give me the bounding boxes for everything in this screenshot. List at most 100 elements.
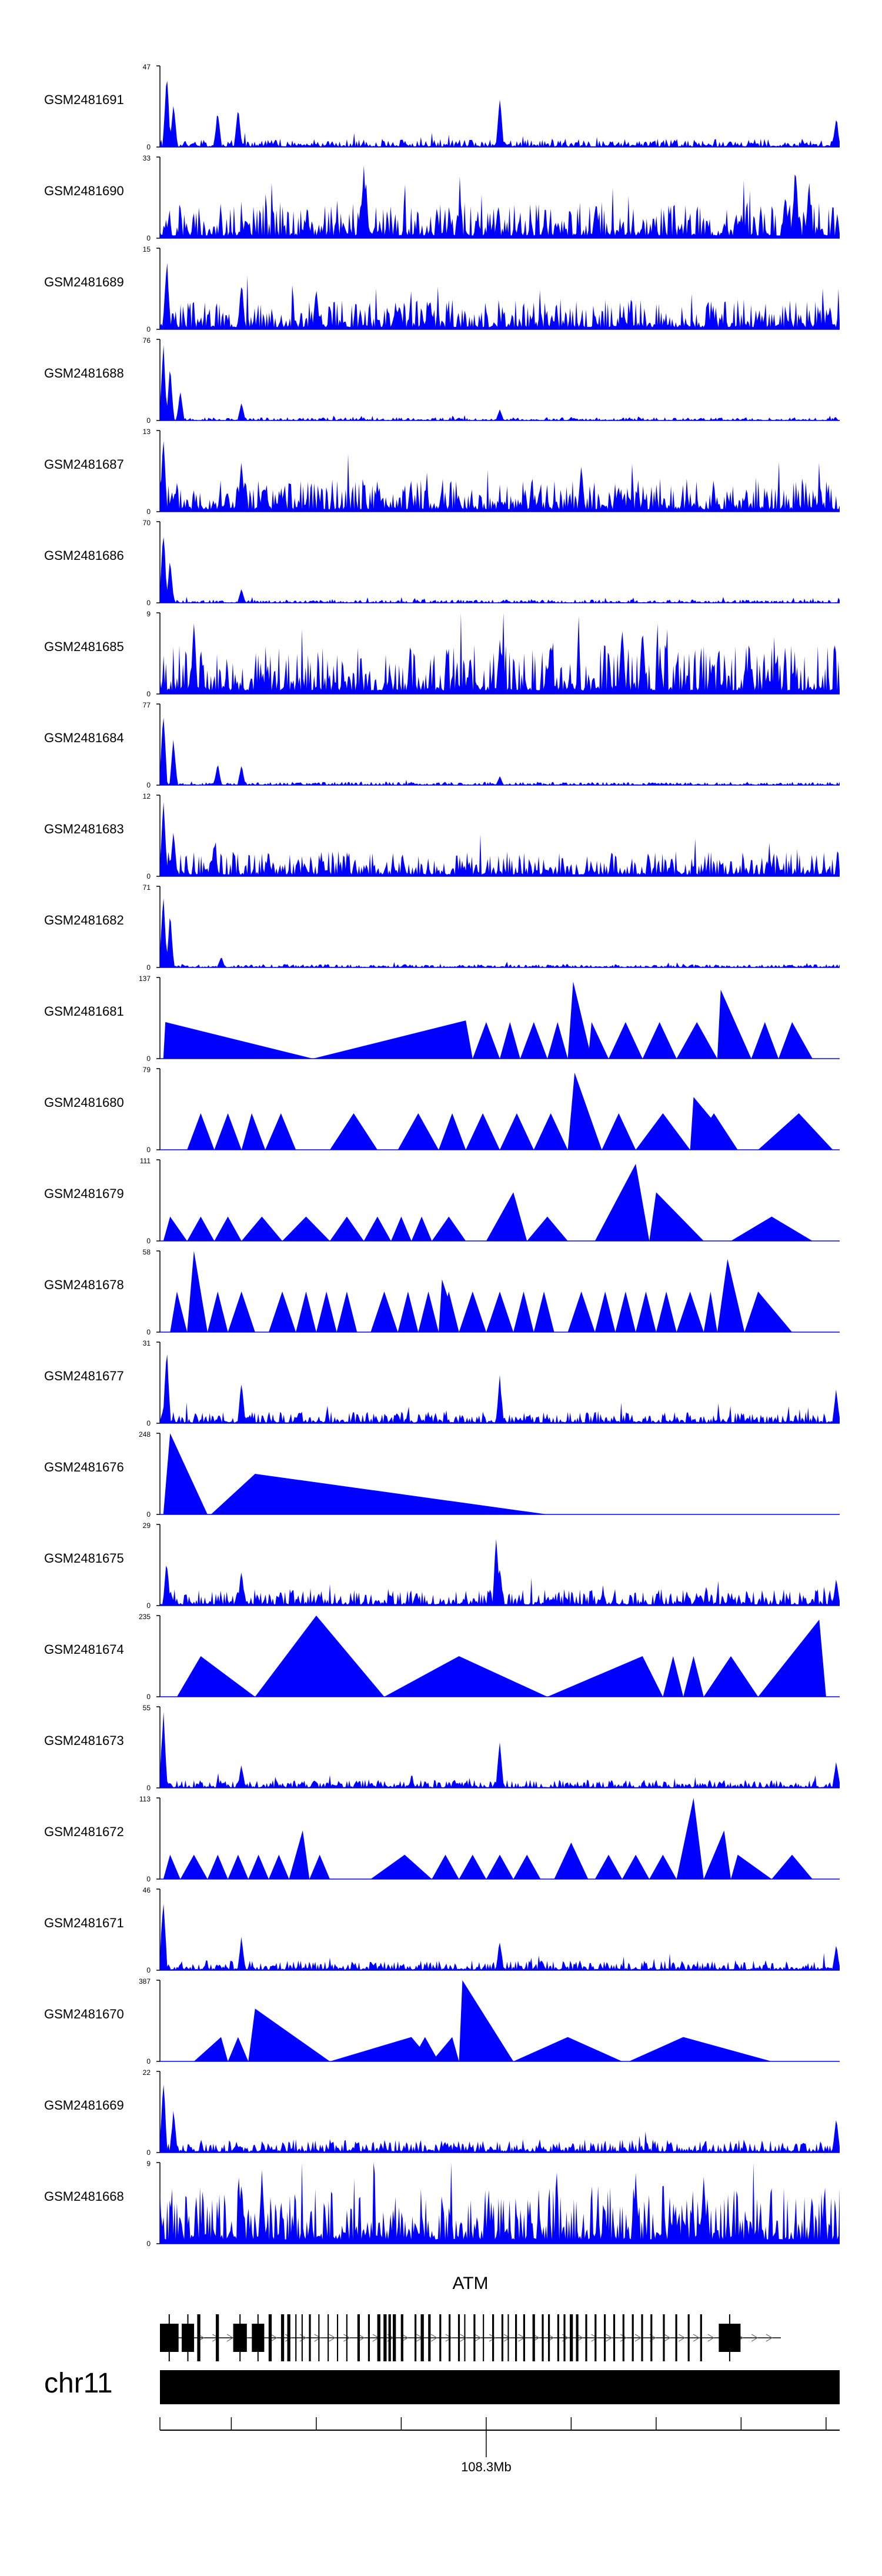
track-GSM2481676: GSM2481676 248 0 bbox=[44, 1430, 840, 1519]
track-GSM2481671: GSM2481671 46 0 bbox=[44, 1886, 840, 1974]
y-max-label: 29 bbox=[143, 1521, 151, 1530]
coverage-peak bbox=[649, 1192, 704, 1241]
coverage-peak bbox=[676, 1292, 704, 1332]
coverage-peak bbox=[594, 1292, 616, 1332]
coverage-peak bbox=[779, 1022, 813, 1059]
gene-exon bbox=[542, 2314, 544, 2361]
gene-exon bbox=[729, 2314, 730, 2361]
track-name-label: GSM2481672 bbox=[44, 1824, 124, 1839]
coverage-peak bbox=[363, 1216, 391, 1241]
y-max-label: 111 bbox=[140, 1157, 151, 1165]
coverage-peak bbox=[486, 1854, 514, 1879]
y-min-label: 0 bbox=[146, 1328, 151, 1336]
gene-exon bbox=[428, 2314, 431, 2361]
strand-arrow bbox=[460, 2334, 467, 2342]
track-name-label: GSM2481689 bbox=[44, 275, 124, 289]
strand-arrow bbox=[693, 2334, 700, 2342]
coverage-peak bbox=[594, 1854, 623, 1879]
track-GSM2481670: GSM2481670 387 0 bbox=[44, 1977, 840, 2066]
gene-track: ATM bbox=[160, 2274, 781, 2361]
strand-arrow bbox=[226, 2334, 234, 2342]
coverage-peak bbox=[411, 1216, 432, 1241]
gene-exon bbox=[309, 2314, 311, 2361]
y-min-label: 0 bbox=[146, 599, 151, 607]
gene-exon bbox=[257, 2314, 259, 2361]
coverage-peak bbox=[432, 2037, 459, 2061]
y-max-label: 235 bbox=[139, 1613, 151, 1621]
y-max-label: 248 bbox=[139, 1430, 151, 1439]
track-name-label: GSM2481668 bbox=[44, 2189, 124, 2204]
y-min-label: 0 bbox=[146, 690, 151, 698]
coverage-peak bbox=[690, 1097, 738, 1150]
coverage-peak bbox=[180, 1854, 208, 1879]
track-GSM2481673: GSM2481673 55 0 bbox=[44, 1704, 840, 1792]
track-name-label: GSM2481685 bbox=[44, 639, 124, 654]
coverage-peak bbox=[228, 1854, 249, 1879]
coverage-peak bbox=[248, 1854, 269, 1879]
track-name-label: GSM2481682 bbox=[44, 913, 124, 927]
strand-arrow bbox=[591, 2334, 598, 2342]
coverage-peak bbox=[567, 981, 592, 1059]
coverage-peak bbox=[731, 1854, 772, 1879]
y-min-label: 0 bbox=[146, 781, 151, 789]
coverage-area bbox=[160, 718, 840, 785]
strand-arrow bbox=[620, 2334, 627, 2342]
coverage-peak bbox=[547, 1022, 568, 1059]
y-max-label: 47 bbox=[143, 63, 151, 71]
gene-model bbox=[160, 2314, 781, 2361]
strand-arrow bbox=[679, 2334, 686, 2342]
gene-exon bbox=[473, 2314, 476, 2361]
track-GSM2481669: GSM2481669 22 0 bbox=[44, 2068, 840, 2157]
gene-exon bbox=[328, 2314, 329, 2361]
coverage-peak bbox=[486, 1292, 514, 1332]
y-max-label: 22 bbox=[143, 2068, 151, 2077]
coverage-peak bbox=[163, 1854, 181, 1879]
coverage-peak bbox=[758, 1619, 826, 1697]
coverage-peak bbox=[248, 2008, 330, 2061]
strand-arrow bbox=[766, 2334, 773, 2342]
y-min-label: 0 bbox=[146, 1875, 151, 1883]
y-max-label: 387 bbox=[139, 1977, 151, 1986]
coverage-peak bbox=[642, 1022, 677, 1059]
coverage-peak bbox=[615, 1292, 636, 1332]
coverage-peak bbox=[211, 1474, 547, 1514]
strand-arrow bbox=[358, 2334, 365, 2342]
y-max-label: 70 bbox=[143, 519, 151, 527]
strand-arrow bbox=[343, 2334, 350, 2342]
gene-exon bbox=[501, 2314, 503, 2361]
track-name-label: GSM2481673 bbox=[44, 1733, 124, 1748]
coverage-peak bbox=[602, 1113, 636, 1150]
y-max-label: 137 bbox=[139, 975, 151, 983]
y-min-label: 0 bbox=[146, 2240, 151, 2248]
coverage-area bbox=[160, 2084, 840, 2153]
coverage-peak bbox=[533, 1113, 568, 1150]
coverage-peak bbox=[459, 1292, 486, 1332]
track-name-label: GSM2481671 bbox=[44, 1916, 124, 1930]
track-GSM2481687: GSM2481687 13 0 bbox=[44, 428, 840, 516]
track-GSM2481691: GSM2481691 47 0 bbox=[44, 63, 840, 151]
chromosome-label: chr11 bbox=[44, 2368, 113, 2399]
gene-exon bbox=[570, 2314, 573, 2361]
coverage-peak bbox=[214, 1216, 242, 1241]
coverage-peak bbox=[547, 1656, 663, 1697]
coverage-peak bbox=[717, 989, 751, 1059]
gene-exon bbox=[187, 2314, 189, 2361]
coverage-peak bbox=[330, 1216, 364, 1241]
track-GSM2481677: GSM2481677 31 0 bbox=[44, 1339, 840, 1427]
y-max-label: 15 bbox=[143, 245, 151, 253]
coverage-peak bbox=[432, 1854, 459, 1879]
track-name-label: GSM2481669 bbox=[44, 2098, 124, 2113]
genome-axis: 108.3Mb bbox=[159, 2417, 840, 2474]
track-GSM2481678: GSM2481678 58 0 bbox=[44, 1248, 840, 1336]
coverage-area bbox=[160, 802, 840, 876]
coverage-peak bbox=[176, 1656, 255, 1697]
coverage-peak bbox=[289, 1830, 310, 1879]
gene-exon bbox=[594, 2314, 597, 2361]
coverage-peak bbox=[255, 1616, 385, 1697]
track-name-label: GSM2481676 bbox=[44, 1460, 124, 1474]
coverage-peak bbox=[309, 1854, 330, 1879]
coverage-peak bbox=[241, 1113, 266, 1150]
track-name-label: GSM2481675 bbox=[44, 1551, 124, 1566]
coverage-peak bbox=[313, 1020, 473, 1059]
coverage-area bbox=[160, 2163, 840, 2244]
